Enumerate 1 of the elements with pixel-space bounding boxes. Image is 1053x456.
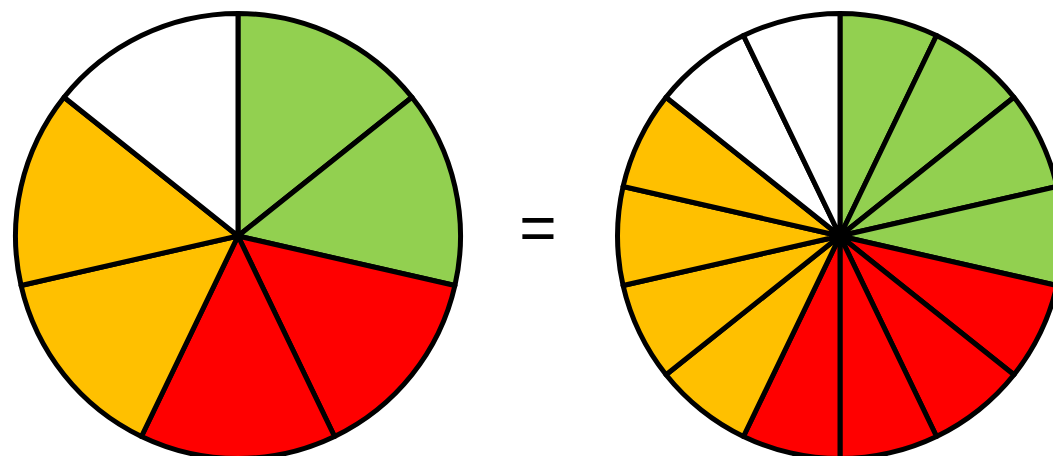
text: =: [518, 191, 558, 266]
